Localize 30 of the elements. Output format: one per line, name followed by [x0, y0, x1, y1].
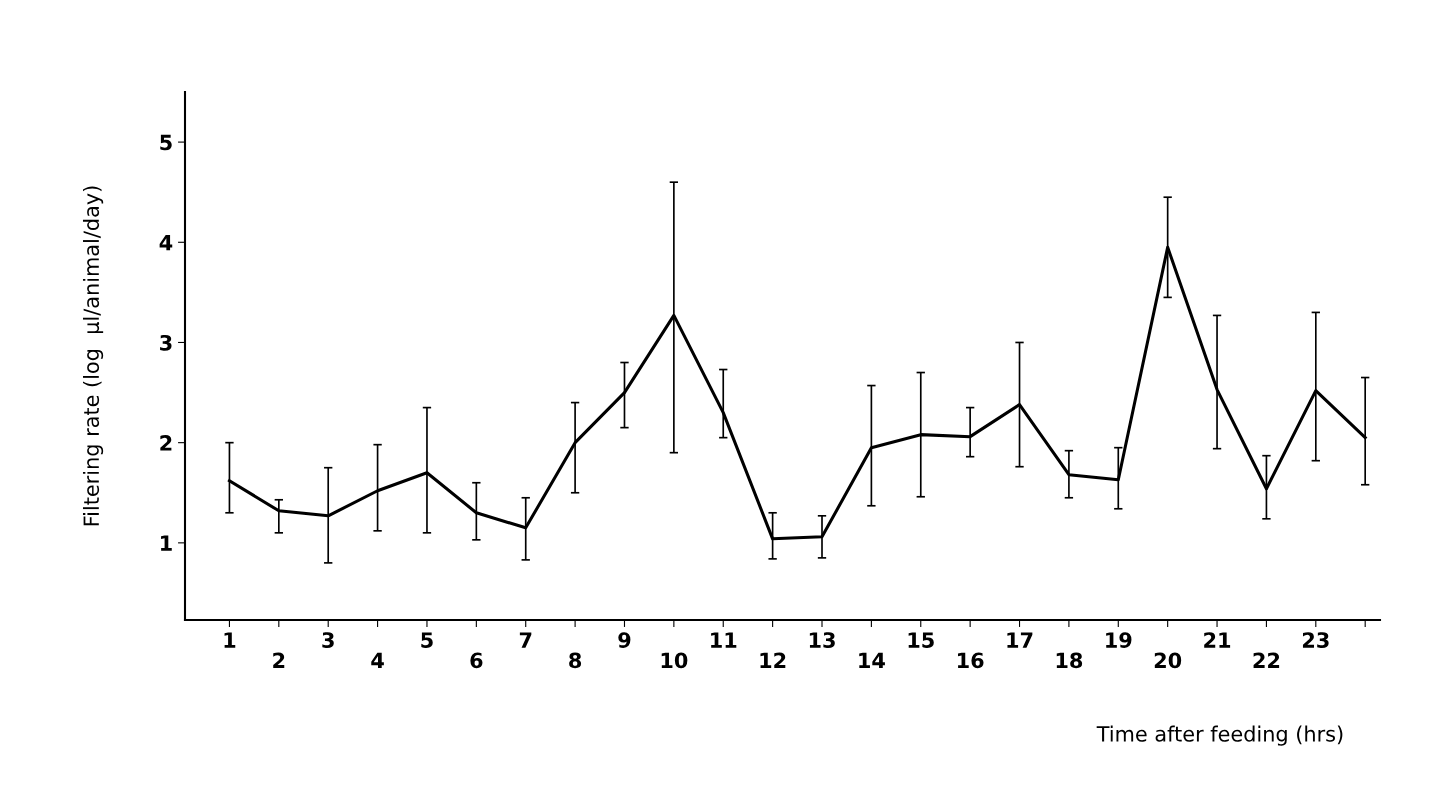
x2-tick-label: 18 [1056, 652, 1083, 669]
x2-tick-label: 22 [1253, 652, 1280, 668]
x-tick-label: 11 [711, 632, 737, 648]
x-tick-label: 5 [421, 632, 433, 648]
y-tick-label: 2 [160, 435, 172, 451]
x2-tick-label: 6 [470, 652, 483, 669]
x2-tick-label: 12 [760, 652, 786, 668]
x-tick-label: 7 [519, 632, 532, 648]
x-tick-label: 19 [1106, 632, 1132, 648]
x-tick-label: 15 [908, 632, 934, 648]
x-tick-label: 13 [809, 632, 835, 648]
y-tick-label: 3 [160, 334, 172, 351]
x-axis-title: Time after feeding (hrs) [1096, 725, 1343, 746]
x2-tick-label: 4 [371, 652, 384, 668]
x2-tick-label: 16 [958, 652, 984, 669]
x2-tick-label: 8 [569, 652, 582, 669]
x-tick-label: 9 [618, 632, 631, 648]
x2-tick-label: 14 [859, 652, 885, 668]
x-tick-label: 23 [1302, 632, 1329, 648]
x2-tick-label: 2 [273, 652, 285, 668]
y-axis-title: Filtering rate (log μl/animal/day) [82, 186, 104, 526]
x-tick-label: 17 [1007, 632, 1033, 648]
x2-tick-label: 20 [1154, 652, 1182, 669]
y-tick-label: 1 [161, 535, 172, 551]
x2-tick-label: 10 [661, 652, 688, 669]
y-tick-label: 4 [159, 235, 173, 251]
x-tick-label: 1 [224, 632, 236, 648]
y-tick-label: 5 [160, 134, 172, 151]
x-tick-label: 21 [1204, 632, 1231, 648]
x-tick-label: 3 [322, 632, 334, 648]
